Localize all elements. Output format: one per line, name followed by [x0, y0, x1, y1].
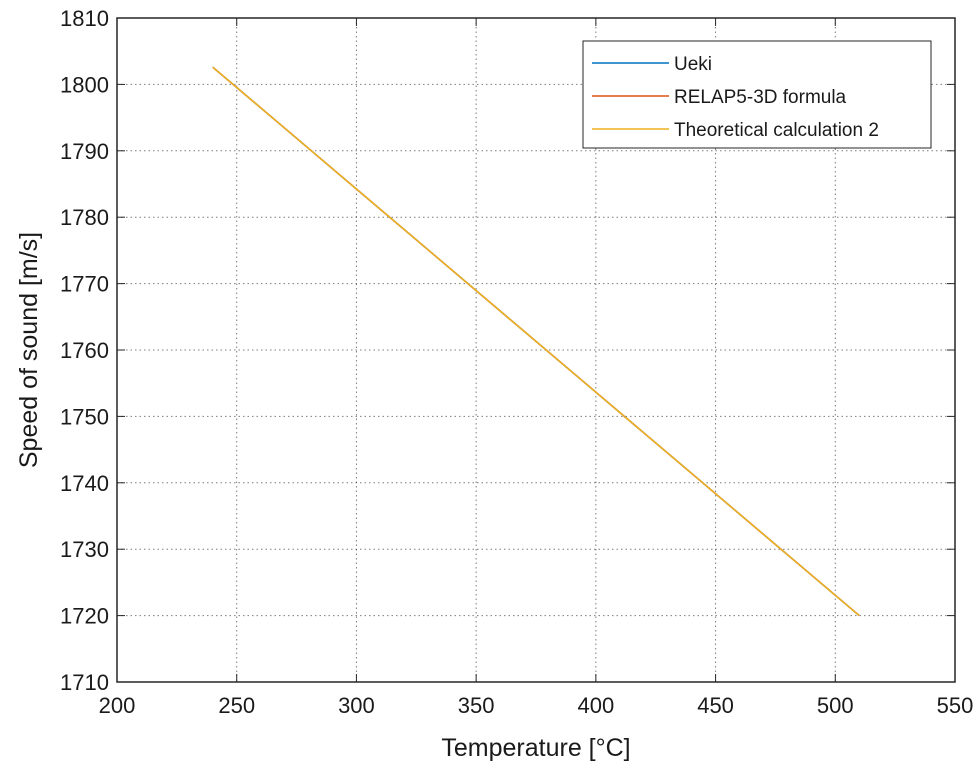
legend-label-relap5-3d: RELAP5-3D formula [674, 87, 847, 108]
x-tick-label: 250 [218, 693, 255, 718]
tick-labels: 200 250 300 350 400 450 500 550 1710 1720 1730 1740… [60, 6, 973, 718]
series-line-theoretical-calculation-2 [212, 66, 860, 617]
x-tick-label: 300 [338, 693, 375, 718]
y-tick-label: 1740 [60, 471, 109, 496]
y-tick-label: 1790 [60, 139, 109, 164]
y-tick-label: 1800 [60, 72, 109, 97]
y-tick-label: 1780 [60, 205, 109, 230]
legend-label-ueki: Ueki [674, 54, 712, 75]
y-tick-label: 1730 [60, 537, 109, 562]
legend: Ueki RELAP5-3D formula Theoretical calcu… [582, 40, 932, 149]
x-tick-label: 350 [458, 693, 495, 718]
x-tick-label: 500 [817, 693, 854, 718]
y-tick-label: 1750 [60, 404, 109, 429]
axis-ticks [116, 17, 956, 683]
x-tick-label: 550 [937, 693, 974, 718]
y-axis-label: Speed of sound [m/s] [15, 232, 43, 468]
x-tick-label: 400 [577, 693, 614, 718]
x-tick-label: 450 [697, 693, 734, 718]
y-tick-label: 1720 [60, 604, 109, 629]
series-lines [212, 66, 860, 617]
grid [117, 18, 955, 682]
y-tick-label: 1810 [60, 6, 109, 31]
y-tick-label: 1760 [60, 338, 109, 363]
x-tick-label: 200 [99, 693, 136, 718]
x-axis-label: Temperature [°C] [441, 734, 630, 762]
y-tick-label: 1710 [60, 670, 109, 695]
y-tick-label: 1770 [60, 272, 109, 297]
legend-label-theoretical-calculation-2: Theoretical calculation 2 [674, 120, 879, 141]
legend-box [582, 40, 932, 149]
